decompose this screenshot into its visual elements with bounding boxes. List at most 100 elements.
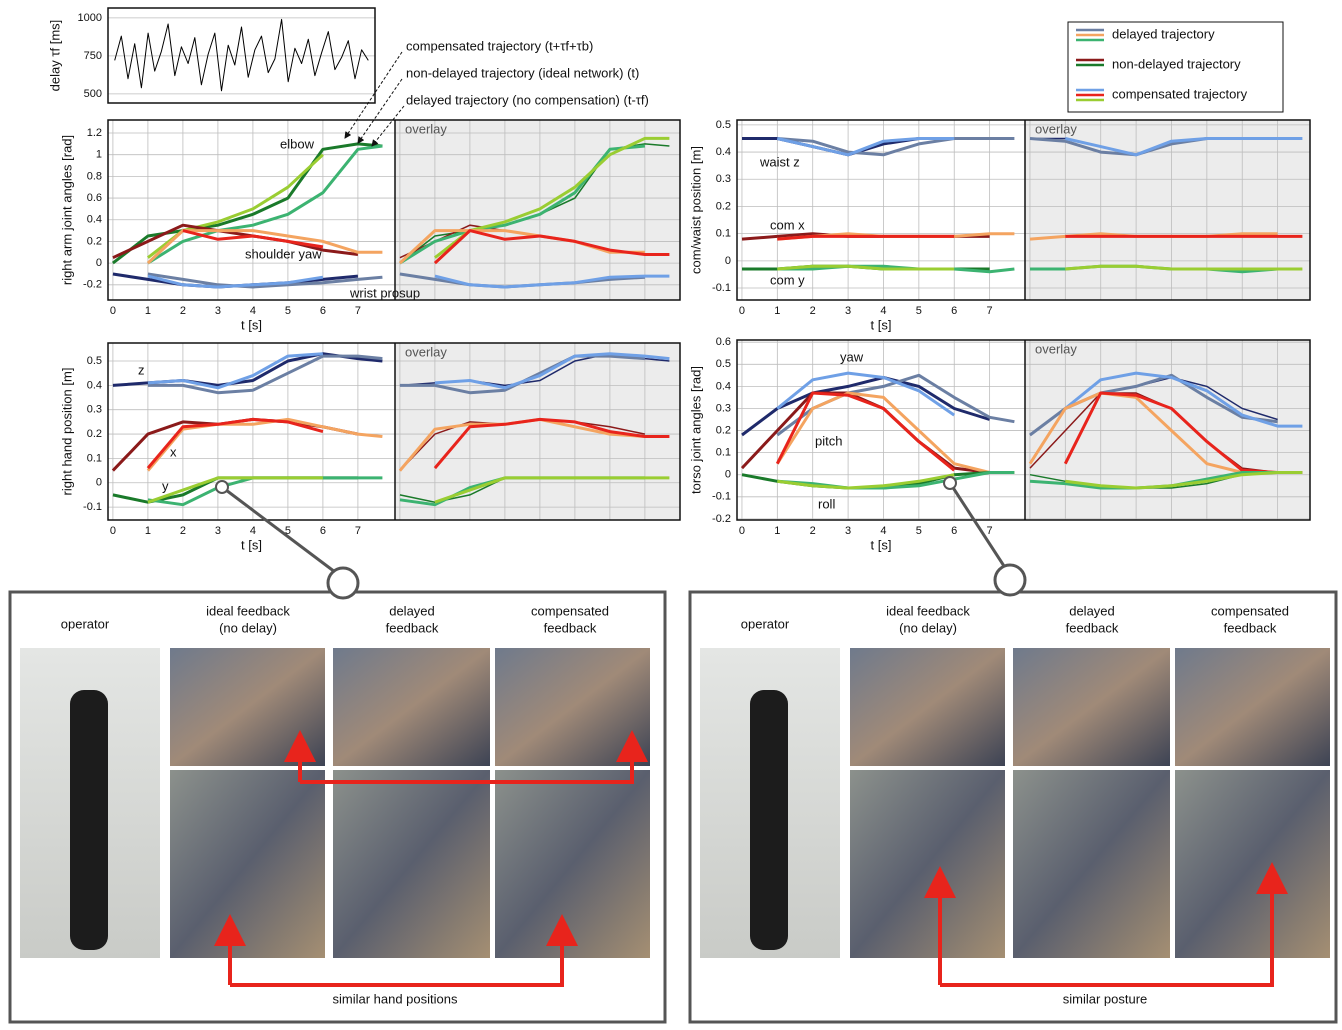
y-tick-label: 0.4 xyxy=(87,214,102,226)
column-heading: delayed xyxy=(1069,603,1115,618)
legend-label: non-delayed trajectory xyxy=(1112,56,1241,71)
x-tick-label: 0 xyxy=(110,525,116,537)
series-label: elbow xyxy=(280,136,315,151)
robot-photo xyxy=(333,770,490,958)
plot-frame xyxy=(736,339,1311,521)
x-tick-label: 6 xyxy=(951,305,957,317)
robot-photo xyxy=(495,770,650,958)
column-heading: ideal feedback xyxy=(206,603,290,618)
overlay-title: overlay xyxy=(1035,121,1077,136)
x-tick-label: 1 xyxy=(145,525,151,537)
panel-frames xyxy=(8,476,1338,1024)
x-tick-label: 7 xyxy=(987,305,993,317)
x-tick-label: 6 xyxy=(320,525,326,537)
y-tick-label: -0.2 xyxy=(83,279,102,291)
series-label: shoulder yaw xyxy=(245,246,322,261)
line xyxy=(147,272,383,289)
x-tick-label: 2 xyxy=(810,305,816,317)
y-tick-label: 750 xyxy=(84,50,102,62)
overlay-background xyxy=(1025,120,1310,300)
robot-view-photo xyxy=(495,648,650,766)
robot-view-photo xyxy=(1013,648,1170,766)
y-tick-label: -0.1 xyxy=(712,491,731,503)
series-label: z xyxy=(138,362,145,377)
overlay-title: overlay xyxy=(405,121,447,136)
x-tick-label: 3 xyxy=(845,305,851,317)
y-tick-label: 0.3 xyxy=(716,402,731,414)
y-tick-label: 0 xyxy=(96,477,102,489)
line xyxy=(147,144,383,265)
x-tick-label: 6 xyxy=(951,525,957,537)
x-tick-label: 3 xyxy=(215,305,221,317)
y-tick-label: 0.1 xyxy=(716,447,731,459)
x-tick-label: 5 xyxy=(916,305,922,317)
x-axis-label: t [s] xyxy=(241,317,262,332)
column-heading: feedback xyxy=(1224,620,1277,635)
y-tick-label: 0.4 xyxy=(716,146,731,158)
line xyxy=(777,473,955,490)
x-tick-label: 7 xyxy=(987,525,993,537)
red-arrows xyxy=(214,730,1288,987)
x-tick-label: 7 xyxy=(355,525,361,537)
robot-photo xyxy=(850,770,1005,958)
series-label: y xyxy=(162,478,169,493)
y-tick-label: 0 xyxy=(725,469,731,481)
x-tick-label: 5 xyxy=(916,525,922,537)
robot-view-photo xyxy=(333,648,490,766)
x-tick-label: 6 xyxy=(320,305,326,317)
y-tick-label: 0.6 xyxy=(87,192,102,204)
line xyxy=(146,417,324,470)
legend: delayed trajectory non-delayed trajectory… xyxy=(1076,26,1248,101)
operator-figure xyxy=(70,690,108,950)
x-tick-label: 1 xyxy=(145,305,151,317)
y-axis-label: right arm joint angles [rad] xyxy=(59,135,74,285)
line xyxy=(182,229,324,249)
column-heading: (no delay) xyxy=(899,620,957,635)
series-label: pitch xyxy=(815,433,842,448)
column-heading: (no delay) xyxy=(219,620,277,635)
y-tick-label: 0.8 xyxy=(87,170,102,182)
line xyxy=(1065,264,1303,271)
y-tick-label: -0.1 xyxy=(83,501,102,513)
series-label: com x xyxy=(770,217,805,232)
column-heading: operator xyxy=(741,616,790,631)
line xyxy=(1064,371,1303,428)
line xyxy=(147,354,383,395)
y-tick-label: -0.2 xyxy=(712,513,731,525)
y-tick-label: 0.1 xyxy=(87,452,102,464)
x-tick-label: 4 xyxy=(880,525,886,537)
line xyxy=(776,391,1015,474)
y-tick-label: 0.6 xyxy=(716,336,731,348)
y-tick-label: 0.4 xyxy=(87,379,102,391)
line xyxy=(398,229,645,265)
x-tick-label: 2 xyxy=(180,305,186,317)
x-tick-label: 0 xyxy=(110,305,116,317)
column-heading: operator xyxy=(61,616,110,631)
line xyxy=(777,264,955,271)
series-label: waist z xyxy=(759,154,800,169)
x-tick-label: 4 xyxy=(250,305,256,317)
y-tick-label: 0.2 xyxy=(87,428,102,440)
series-label: roll xyxy=(818,496,835,511)
x-tick-label: 0 xyxy=(739,305,745,317)
y-tick-label: 500 xyxy=(84,88,102,100)
x-tick-label: 3 xyxy=(845,525,851,537)
line xyxy=(433,229,670,265)
line xyxy=(147,274,324,289)
plot-frame xyxy=(107,7,376,104)
line xyxy=(777,471,1015,490)
robot-photo xyxy=(1013,770,1170,958)
column-heading: delayed xyxy=(389,603,435,618)
x-tick-label: 5 xyxy=(285,525,291,537)
series-label: yaw xyxy=(840,349,864,364)
line xyxy=(1028,391,1278,474)
x-tick-label: 5 xyxy=(285,305,291,317)
y-tick-label: 0 xyxy=(96,257,102,269)
x-tick-label: 1 xyxy=(774,305,780,317)
robot-photo xyxy=(170,770,325,958)
panel-caption: similar hand positions xyxy=(332,991,458,1006)
line xyxy=(777,137,1015,157)
line xyxy=(111,142,383,265)
annotation-arrows xyxy=(344,51,405,147)
